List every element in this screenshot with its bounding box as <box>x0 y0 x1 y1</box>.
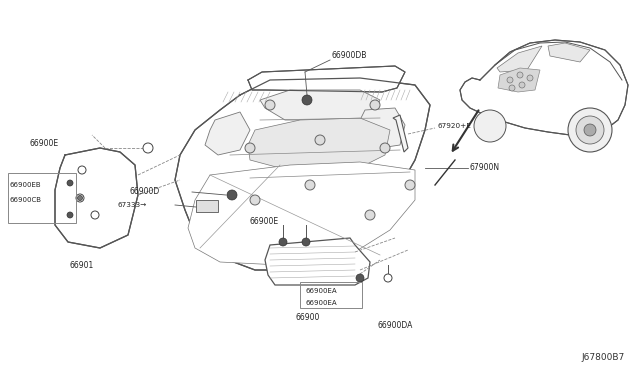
Text: 67900N: 67900N <box>470 164 500 173</box>
Polygon shape <box>497 46 542 72</box>
Bar <box>196 200 218 212</box>
Polygon shape <box>460 40 628 135</box>
Circle shape <box>576 116 604 144</box>
Circle shape <box>76 194 84 202</box>
Polygon shape <box>55 148 138 248</box>
Text: 66900DB: 66900DB <box>332 51 367 60</box>
Text: 66900: 66900 <box>295 314 319 323</box>
Text: 66901: 66901 <box>70 260 94 269</box>
Circle shape <box>265 100 275 110</box>
Polygon shape <box>205 112 250 155</box>
Text: 66900EA: 66900EA <box>305 300 337 306</box>
Circle shape <box>91 211 99 219</box>
Circle shape <box>405 180 415 190</box>
Circle shape <box>356 274 364 282</box>
Polygon shape <box>248 118 390 172</box>
Circle shape <box>370 100 380 110</box>
Circle shape <box>315 135 325 145</box>
Polygon shape <box>360 108 405 148</box>
Circle shape <box>584 124 596 136</box>
Circle shape <box>143 143 153 153</box>
Circle shape <box>67 212 73 218</box>
Circle shape <box>380 143 390 153</box>
Circle shape <box>305 180 315 190</box>
Polygon shape <box>265 238 370 285</box>
Circle shape <box>365 210 375 220</box>
Text: 66900EB: 66900EB <box>10 182 42 188</box>
Circle shape <box>519 82 525 88</box>
Polygon shape <box>260 90 380 120</box>
Text: 67920+E: 67920+E <box>437 123 471 129</box>
Circle shape <box>527 75 533 81</box>
Circle shape <box>77 196 83 201</box>
Circle shape <box>227 190 237 200</box>
Text: 66900E: 66900E <box>30 138 59 148</box>
Polygon shape <box>188 162 415 265</box>
Circle shape <box>568 108 612 152</box>
Bar <box>300 282 362 308</box>
Circle shape <box>509 85 515 91</box>
Circle shape <box>250 195 260 205</box>
Polygon shape <box>175 78 430 270</box>
Text: 66900D: 66900D <box>130 187 160 196</box>
Polygon shape <box>248 66 405 92</box>
Circle shape <box>474 110 506 142</box>
Circle shape <box>384 274 392 282</box>
Polygon shape <box>498 68 540 92</box>
Circle shape <box>245 143 255 153</box>
Text: 67333→: 67333→ <box>118 202 147 208</box>
Circle shape <box>302 95 312 105</box>
Circle shape <box>67 180 73 186</box>
Text: 66900DA: 66900DA <box>378 321 413 330</box>
Circle shape <box>78 166 86 174</box>
Text: 66900CB: 66900CB <box>10 197 42 203</box>
Circle shape <box>279 238 287 246</box>
Circle shape <box>507 77 513 83</box>
Text: 66900EA: 66900EA <box>305 288 337 294</box>
Text: J67800B7: J67800B7 <box>582 353 625 362</box>
Polygon shape <box>548 43 590 62</box>
Polygon shape <box>393 115 408 152</box>
Circle shape <box>517 72 523 78</box>
Circle shape <box>302 238 310 246</box>
Text: 66900E: 66900E <box>250 218 279 227</box>
Bar <box>8 173 76 223</box>
